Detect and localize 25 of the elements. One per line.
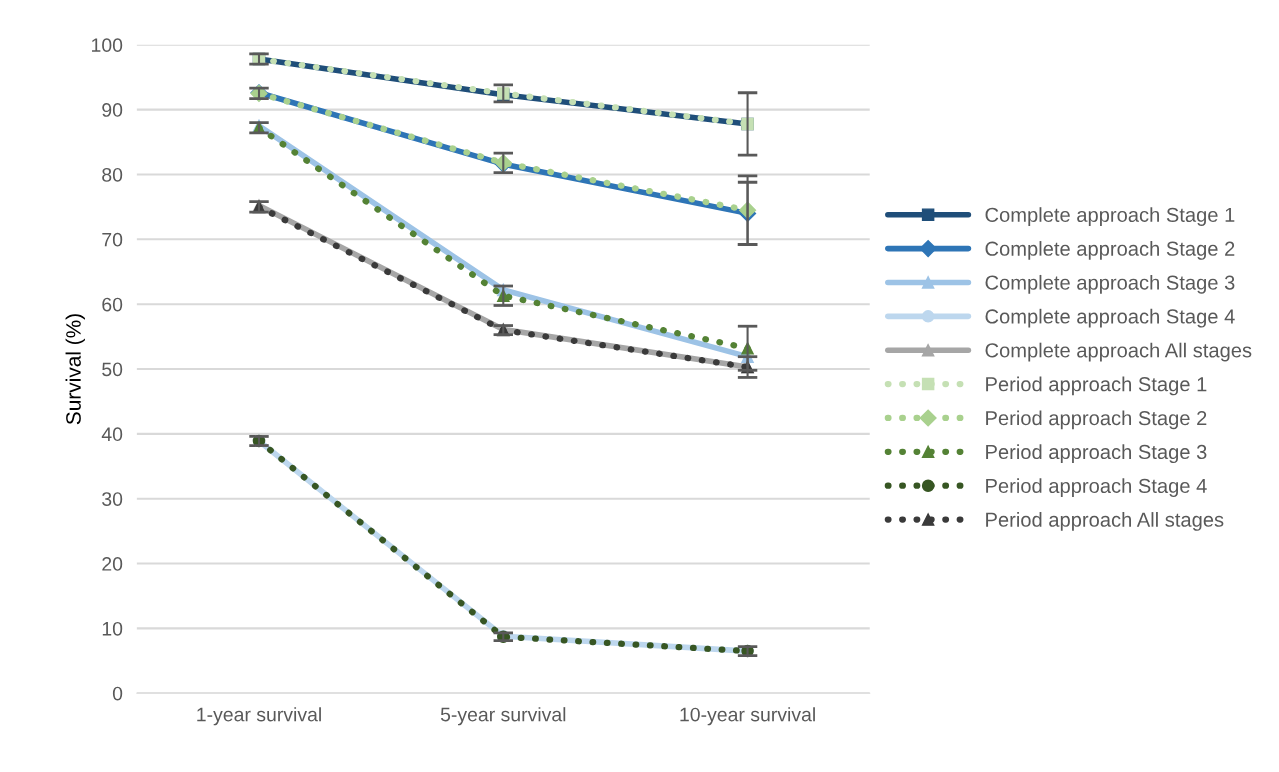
legend-label: Complete approach Stage 3 (985, 274, 1235, 294)
legend-label: Period approach All stages (986, 512, 1224, 531)
x-tick-label: 1-year survival (197, 707, 321, 726)
legend-label: Complete approach All stages (985, 342, 1252, 362)
y-tick-label: 60 (102, 297, 123, 312)
y-tick-label: 10 (102, 621, 123, 636)
legend-label: Period approach Stage 3 (986, 444, 1207, 464)
legend-label: Complete approach Stage 2 (985, 241, 1235, 260)
y-tick-label: 80 (102, 167, 123, 182)
legend-label: Period approach Stage 4 (986, 478, 1207, 497)
y-tick-label: 0 (112, 686, 123, 701)
y-tick-label: 30 (102, 492, 123, 506)
x-tick-label: 10-year survival (680, 707, 815, 726)
y-tick-label: 20 (102, 557, 123, 571)
legend-label: Period approach Stage 2 (986, 410, 1207, 430)
y-tick-label: 40 (101, 427, 123, 442)
y-axis-title: Survival (%) (65, 314, 85, 425)
y-tick-label: 100 (92, 38, 123, 53)
legend-label: Complete approach Stage 4 (985, 308, 1235, 328)
legend-label: Period approach Stage 1 (986, 376, 1207, 396)
y-tick-label: 90 (102, 103, 123, 117)
y-tick-label: 50 (102, 362, 123, 377)
legend-label: Complete approach Stage 1 (985, 207, 1235, 226)
y-tick-label: 70 (102, 232, 123, 247)
x-tick-label: 5-year survival (440, 707, 566, 726)
